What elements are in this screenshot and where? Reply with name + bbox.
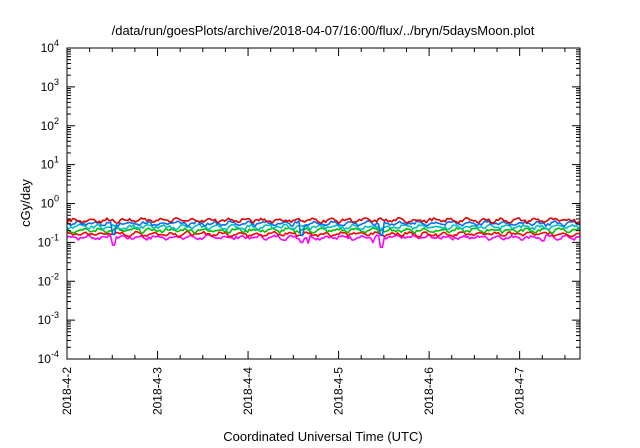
- y-tick-label: 103: [41, 77, 59, 94]
- y-tick-label: 10-1: [38, 232, 59, 249]
- y-tick-label: 100: [41, 194, 59, 211]
- series-line: [67, 219, 581, 237]
- y-axis: 104 103 102 101 100 10-1 10-2 10-3 10-4: [38, 38, 580, 366]
- x-tick-label: 2018-4-5: [332, 367, 346, 415]
- y-tick-label: 102: [41, 116, 59, 133]
- x-tick-label: 2018-4-4: [241, 367, 255, 415]
- y-tick-label: 10-4: [38, 349, 59, 366]
- plot-frame: [66, 47, 581, 360]
- y-axis-label: cGy/day: [18, 179, 33, 227]
- y-tick-label: 10-3: [38, 310, 59, 327]
- x-tick-label: 2018-4-7: [513, 367, 527, 415]
- x-axis-label: Coordinated Universal Time (UTC): [223, 429, 422, 444]
- y-tick-label: 104: [41, 38, 59, 55]
- series-line: [66, 227, 581, 235]
- series-line: [66, 223, 581, 231]
- series-line: [66, 216, 581, 225]
- x-tick-label: 2018-4-6: [422, 367, 436, 415]
- x-tick-label: 2018-4-3: [151, 367, 165, 415]
- series-line: [66, 230, 581, 238]
- plot-series-group: [66, 216, 581, 248]
- y-tick-label: 101: [41, 155, 59, 172]
- y-tick-label: 10-2: [38, 271, 59, 288]
- x-tick-label: 2018-4-2: [60, 367, 74, 415]
- chart-title: /data/run/goesPlots/archive/2018-04-07/1…: [112, 23, 535, 38]
- series-line: [66, 233, 581, 248]
- x-axis: 2018-4-2 2018-4-3 2018-4-4 2018-4-5 2018-4-6…: [60, 48, 566, 415]
